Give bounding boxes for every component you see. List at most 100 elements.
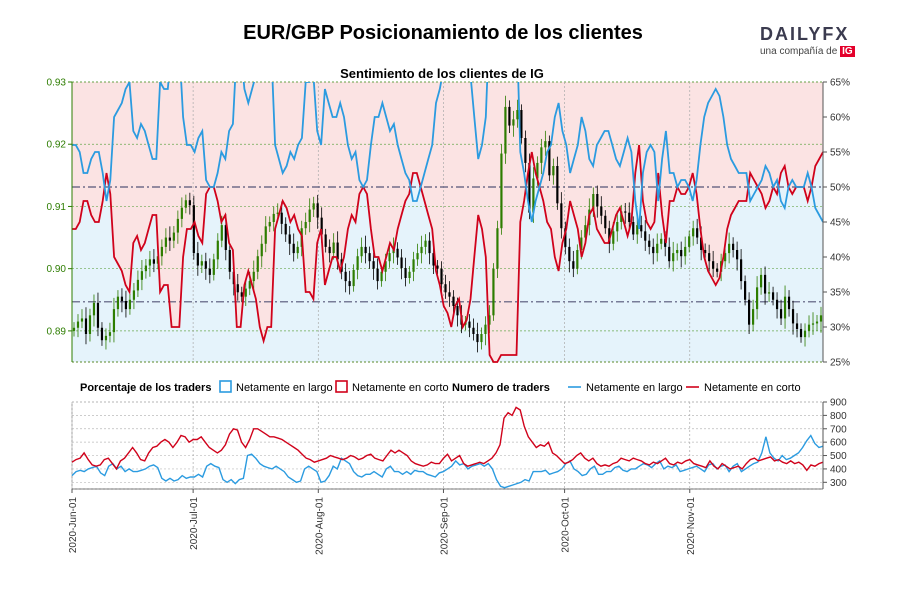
- candle-body: [576, 250, 579, 269]
- candle-body: [404, 268, 407, 278]
- date-tick-label: 2020-Jun-01: [68, 497, 79, 554]
- candle-body: [648, 240, 651, 247]
- candle-body: [240, 292, 243, 297]
- candle-body: [540, 147, 543, 163]
- candle-body: [192, 205, 195, 254]
- candle-body: [556, 166, 559, 204]
- candle-body: [308, 209, 311, 222]
- traders-tick-label: 400: [830, 464, 847, 475]
- candle-body: [496, 228, 499, 269]
- candle-body: [799, 329, 803, 338]
- candle-body: [280, 212, 283, 224]
- candle-body: [200, 261, 203, 266]
- percent-tick-label: 35%: [830, 288, 850, 299]
- date-tick-label: 2020-Sep-01: [439, 497, 450, 555]
- candle-body: [803, 330, 807, 338]
- candle-body: [692, 228, 695, 237]
- percent-tick-label: 65%: [830, 78, 850, 89]
- candle-body: [532, 178, 535, 213]
- candle-body: [120, 296, 124, 302]
- candle-body: [468, 321, 471, 328]
- candle-body: [276, 212, 279, 214]
- candle-body: [140, 271, 144, 280]
- candle-body: [528, 162, 531, 213]
- candle-body: [668, 246, 671, 262]
- candle-body: [716, 268, 719, 272]
- candle-body: [440, 268, 443, 285]
- legend: Porcentaje de los traders Netamente en l…: [80, 380, 801, 394]
- candle-body: [352, 269, 355, 287]
- dailyfx-logo: DAILYFX una compañía de IG: [760, 24, 870, 64]
- candle-body: [712, 261, 715, 269]
- candle-body: [212, 259, 215, 275]
- candle-body: [444, 284, 447, 293]
- legend-long-swatch: [219, 380, 232, 393]
- page-title: EUR/GBP Posicionamiento de los clientes: [243, 22, 643, 44]
- logo-wordmark: DAILYFX: [760, 24, 850, 44]
- candle-body: [548, 141, 551, 176]
- candle-body: [747, 299, 751, 325]
- candle-body: [751, 309, 755, 325]
- traders-tick-label: 600: [830, 438, 847, 449]
- candle-body: [188, 200, 191, 206]
- candle-body: [376, 268, 379, 282]
- candle-body: [628, 212, 631, 222]
- candle-body: [732, 243, 735, 250]
- candle-body: [544, 141, 547, 148]
- legend-count-title: Numero de traders: [452, 382, 550, 394]
- traders-lines: [71, 406, 824, 489]
- percent-tick-label: 25%: [830, 358, 850, 369]
- candle-body: [771, 292, 775, 300]
- candle-body: [104, 335, 108, 341]
- candle-body: [288, 234, 291, 244]
- candle-body: [204, 261, 207, 269]
- candle-body: [360, 246, 363, 257]
- candle-body: [256, 256, 259, 272]
- candle-body: [608, 228, 611, 244]
- candle-body: [136, 279, 140, 291]
- candle-body: [476, 334, 479, 343]
- long-traders-line: [71, 434, 824, 489]
- date-tick-label: 2020-Oct-01: [561, 497, 572, 553]
- reference-lines: [72, 186, 823, 303]
- candle-body: [656, 243, 659, 254]
- candle-body: [432, 253, 435, 266]
- candle-body: [88, 315, 92, 334]
- percent-tick-label: 50%: [830, 183, 850, 194]
- candle-body: [144, 265, 148, 272]
- candle-body: [783, 296, 787, 319]
- legend-percent-title: Porcentaje de los traders: [80, 382, 211, 394]
- candle-body: [220, 225, 223, 241]
- percent-tick-label: 40%: [830, 253, 850, 264]
- candle-body: [552, 166, 555, 176]
- candle-body: [488, 315, 491, 325]
- traders-tick-label: 800: [830, 411, 847, 422]
- candle-body: [787, 296, 791, 310]
- candle-body: [176, 218, 179, 233]
- candle-body: [196, 253, 199, 266]
- candle-body: [124, 301, 128, 310]
- percent-tick-label: 30%: [830, 323, 850, 334]
- candle-body: [520, 110, 523, 138]
- candle-body: [636, 225, 639, 235]
- candle-body: [400, 257, 403, 269]
- traders-tick-label: 300: [830, 478, 847, 489]
- candle-body: [84, 318, 88, 334]
- candle-body: [456, 306, 459, 316]
- candle-body: [328, 246, 331, 254]
- candle-body: [660, 238, 663, 244]
- candle-body: [356, 256, 359, 270]
- candle-body: [324, 234, 327, 247]
- legend-short-swatch: [335, 380, 348, 393]
- candle-body: [504, 106, 507, 154]
- candle-body: [168, 237, 171, 241]
- short-sentiment-line: [72, 144, 824, 363]
- candle-body: [388, 253, 391, 262]
- candle-body: [700, 237, 703, 250]
- candle-body: [416, 253, 419, 260]
- candle-body: [100, 327, 104, 341]
- price-axis: 0.93 0.92 0.91 0.90 0.89: [47, 78, 73, 362]
- legend-count-long-label: Netamente en largo: [586, 382, 683, 394]
- candle-body: [763, 274, 767, 294]
